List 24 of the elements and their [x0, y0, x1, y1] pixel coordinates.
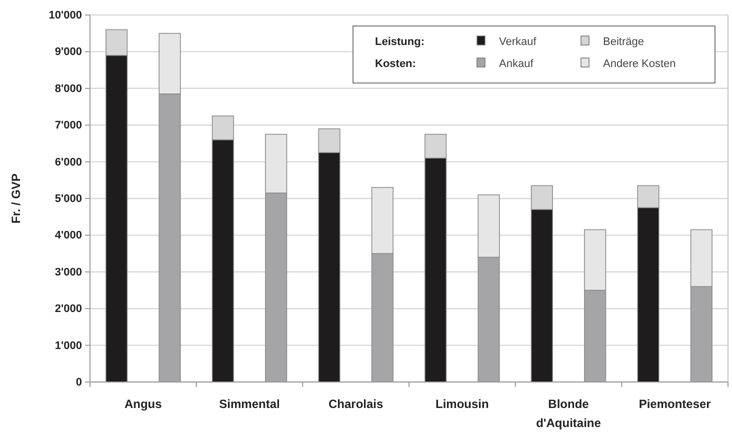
x-tick-label: Charolais: [328, 397, 384, 411]
legend-label: Verkauf: [499, 36, 538, 48]
y-tick-label: 3'000: [54, 266, 82, 278]
legend-label: Beiträge: [603, 36, 644, 48]
x-tick-label: Simmental: [219, 397, 280, 411]
y-tick-label: 5'000: [54, 193, 82, 206]
y-tick-label: 4'000: [54, 230, 82, 242]
x-tick-label: Angus: [124, 397, 162, 411]
legend-label: Ankauf: [499, 58, 534, 70]
annotation: Leistung:: [375, 36, 424, 48]
y-tick-label: 1'000: [54, 340, 82, 352]
legend-label: Andere Kosten: [603, 58, 676, 70]
y-tick-label: 10'000: [48, 10, 82, 22]
y-tick-label: 8'000: [54, 82, 82, 95]
y-tick-label: 0: [76, 376, 82, 389]
y-tick-label: 2'000: [54, 303, 82, 316]
y-tick-label: 7'000: [54, 120, 82, 132]
y-tick-label: 9'000: [54, 46, 82, 58]
x-tick-label: Blonde d'Aquitaine: [536, 397, 602, 430]
x-tick-label: Limousin: [435, 397, 489, 411]
x-tick-label: Piemonteser: [638, 397, 712, 411]
y-axis-title: Fr. / GVP: [9, 173, 23, 224]
annotation: Kosten:: [375, 58, 416, 70]
y-tick-label: 6'000: [54, 156, 82, 168]
